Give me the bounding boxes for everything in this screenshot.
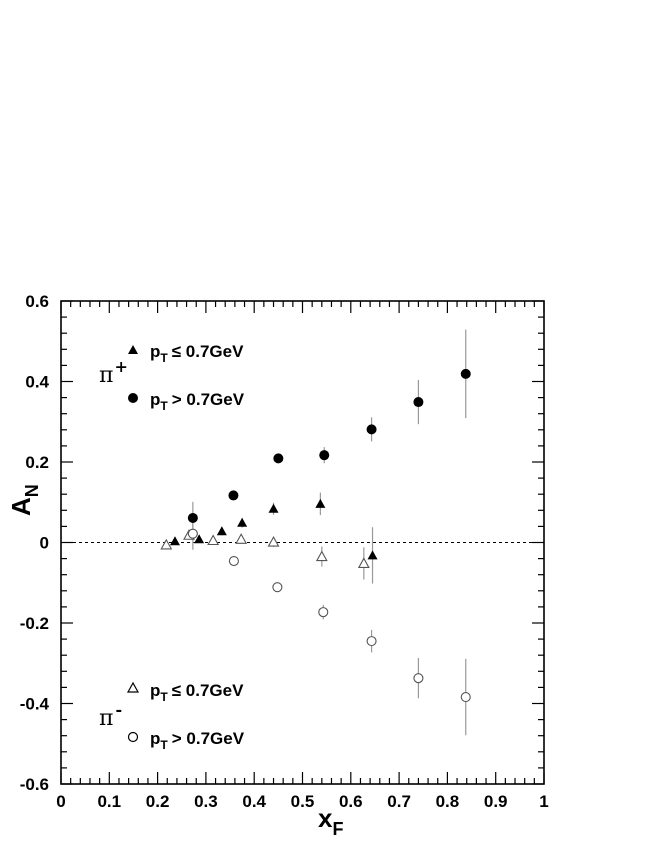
y-tick-label: 0 — [40, 534, 49, 553]
legend-p-sub: T — [160, 690, 168, 704]
data-point-open-circle — [366, 636, 377, 647]
data-point-open-circle — [272, 582, 283, 593]
legend-marker-filled-triangle — [128, 345, 138, 354]
data-point-open-triangle — [235, 533, 248, 544]
data-point-open-circle — [460, 692, 471, 703]
legend-p: p — [150, 681, 160, 700]
legend-label-pi-minus-low: pT ≤ 0.7GeV — [150, 681, 244, 704]
data-point-filled-circle — [228, 490, 239, 501]
pi-minus-label: π- — [99, 700, 122, 731]
x-tick-label: 0 — [56, 792, 65, 811]
y-tick-label: 0.2 — [25, 453, 49, 472]
data-point-filled-triangle — [216, 526, 227, 536]
legend-label-pi-plus-high: pT > 0.7GeV — [150, 390, 245, 413]
x-axis-title-main: x — [318, 803, 333, 833]
data-point-filled-circle — [413, 397, 424, 408]
pi-plus-sup: + — [114, 357, 127, 376]
y-axis-title: AN — [6, 484, 42, 516]
legend-p-sub: T — [160, 399, 168, 413]
legend-p: p — [150, 342, 160, 361]
data-point-filled-circle — [187, 512, 198, 523]
data-point-open-triangle — [315, 550, 328, 562]
legend-label-pi-plus-low: pT ≤ 0.7GeV — [150, 342, 244, 365]
x-tick-label: 0.8 — [436, 792, 460, 811]
pi-minus-sup: - — [115, 700, 122, 719]
legend-marker-open-triangle — [126, 681, 140, 693]
data-point-filled-triangle — [367, 550, 378, 560]
pi-plus-label: π+ — [99, 357, 128, 388]
x-tick-label: 0.9 — [484, 792, 508, 811]
legend-cut: > 0.7GeV — [172, 729, 245, 748]
y-tick-labels: 0.6 0.4 0.2 0 -0.2 -0.4 -0.6 — [20, 292, 50, 794]
data-point-open-triangle — [207, 534, 220, 546]
legend-entry-pi-plus-low: pT ≤ 0.7GeV — [128, 342, 244, 365]
legend-entry-pi-minus-high: pT > 0.7GeV — [127, 729, 245, 752]
legend-p: p — [150, 390, 160, 409]
x-tick-label: 0.2 — [146, 792, 170, 811]
x-tick-label: 0.6 — [339, 792, 363, 811]
y-tick-label: -0.2 — [20, 614, 49, 633]
x-tick-label: 0.1 — [97, 792, 121, 811]
x-axis-title: xF — [318, 803, 343, 839]
legend-p: p — [150, 729, 160, 748]
data-point-open-triangle — [160, 538, 173, 550]
data-point-filled-circle — [319, 450, 330, 461]
data-point-open-triangle — [357, 557, 370, 568]
data-point-filled-triangle — [194, 534, 205, 544]
x-axis-title-sub: F — [332, 819, 343, 839]
legend-p-sub: T — [160, 738, 168, 752]
y-tick-label: 0.4 — [25, 373, 49, 392]
legend-marker-filled-circle — [128, 393, 138, 403]
data-point-open-circle — [187, 528, 198, 539]
x-tick-labels: 0 0.1 0.2 0.3 0.4 0.5 0.6 0.7 0.8 0.9 1 — [56, 792, 548, 811]
legend-entry-pi-plus-high: pT > 0.7GeV — [128, 390, 245, 413]
y-tick-label: 0.6 — [25, 292, 49, 311]
data-point-filled-triangle — [315, 498, 326, 508]
legend-cut: ≤ 0.7GeV — [172, 342, 244, 361]
legend-label-pi-minus-high: pT > 0.7GeV — [150, 729, 245, 752]
data-point-filled-circle — [366, 424, 377, 435]
x-tick-label: 0.7 — [387, 792, 411, 811]
y-axis-title-main: A — [6, 497, 36, 516]
pi-minus-symbol: π — [99, 706, 113, 731]
axis-ticks — [60, 300, 545, 785]
legend-p-sub: T — [160, 351, 168, 365]
legend-cut: > 0.7GeV — [172, 390, 245, 409]
data-point-open-circle — [318, 607, 329, 618]
data-point-filled-triangle — [268, 503, 279, 513]
data-point-filled-circle — [273, 453, 284, 464]
data-point-open-circle — [413, 673, 424, 684]
y-tick-label: -0.6 — [20, 775, 49, 794]
data-point-filled-triangle — [237, 517, 248, 527]
x-tick-label: 1 — [539, 792, 548, 811]
x-tick-label: 0.3 — [194, 792, 218, 811]
x-tick-label: 0.5 — [291, 792, 315, 811]
data-point-filled-triangle — [169, 536, 180, 546]
legend-entry-pi-minus-low: pT ≤ 0.7GeV — [126, 681, 244, 704]
legend-cut: ≤ 0.7GeV — [172, 681, 244, 700]
pi-plus-symbol: π — [99, 363, 113, 388]
data-point-open-circle — [228, 555, 239, 567]
y-tick-label: -0.4 — [20, 695, 50, 714]
legend-marker-open-circle — [127, 731, 139, 743]
data-point-filled-circle — [460, 368, 471, 379]
y-axis-title-sub: N — [22, 484, 42, 497]
x-tick-label: 0.4 — [242, 792, 266, 811]
data-markers — [160, 368, 471, 703]
data-point-open-triangle — [267, 535, 280, 547]
